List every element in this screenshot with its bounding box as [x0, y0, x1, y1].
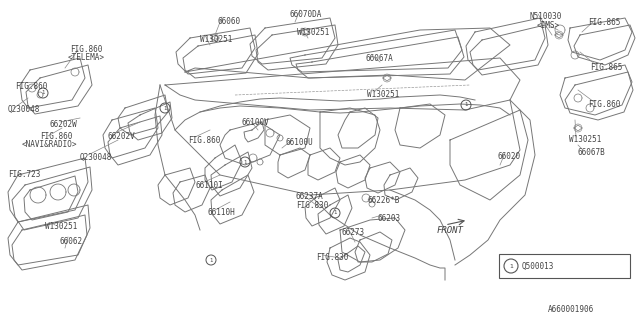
Text: FIG.865: FIG.865 — [590, 63, 622, 72]
Text: 66110H: 66110H — [208, 208, 236, 217]
Text: Q500013: Q500013 — [522, 261, 554, 270]
FancyBboxPatch shape — [499, 254, 630, 278]
Text: A660001906: A660001906 — [548, 305, 595, 314]
Text: N510030: N510030 — [530, 12, 563, 21]
Text: 1: 1 — [41, 91, 45, 95]
Text: 1: 1 — [333, 211, 337, 215]
Text: FIG.860: FIG.860 — [188, 136, 220, 145]
Text: 1: 1 — [509, 263, 513, 268]
Text: FIG.723: FIG.723 — [8, 170, 40, 179]
Text: 1: 1 — [464, 102, 468, 108]
Text: W130251: W130251 — [569, 135, 602, 144]
Text: FIG.860: FIG.860 — [588, 100, 620, 109]
Text: Q230048: Q230048 — [80, 153, 113, 162]
Text: FIG.860: FIG.860 — [15, 82, 47, 91]
Text: FRONT: FRONT — [437, 226, 464, 235]
Text: W130251: W130251 — [45, 222, 77, 231]
Text: 66062: 66062 — [60, 237, 83, 246]
Text: 1: 1 — [209, 258, 212, 262]
Text: FIG.860: FIG.860 — [70, 45, 102, 54]
Text: <TELEMA>: <TELEMA> — [68, 53, 105, 62]
Text: 66203: 66203 — [378, 214, 401, 223]
Text: FIG.830: FIG.830 — [316, 253, 348, 262]
Text: <NAVI&RADIO>: <NAVI&RADIO> — [22, 140, 77, 149]
Text: FIG.830: FIG.830 — [296, 201, 328, 210]
Text: 66067A: 66067A — [365, 54, 393, 63]
Text: W130251: W130251 — [367, 90, 399, 99]
Text: 66202W: 66202W — [50, 120, 77, 129]
Text: 66020: 66020 — [498, 152, 521, 161]
Text: FIG.860: FIG.860 — [40, 132, 72, 141]
Text: W130251: W130251 — [200, 35, 232, 44]
Text: 66100V: 66100V — [242, 118, 269, 127]
Text: 66110I: 66110I — [195, 181, 223, 190]
Text: 66060: 66060 — [218, 17, 241, 26]
Text: 66226*B: 66226*B — [368, 196, 401, 205]
Text: 66067B: 66067B — [577, 148, 605, 157]
Text: 66070DA: 66070DA — [290, 10, 323, 19]
Text: 66100U: 66100U — [285, 138, 313, 147]
Text: 66273: 66273 — [341, 228, 364, 237]
Text: 66237A: 66237A — [296, 192, 324, 201]
Text: Q230048: Q230048 — [8, 105, 40, 114]
Text: <IMS>: <IMS> — [537, 21, 560, 30]
Text: 1: 1 — [163, 106, 167, 110]
Text: 66202V: 66202V — [107, 132, 135, 141]
Text: 1: 1 — [243, 159, 247, 164]
Text: FIG.865: FIG.865 — [588, 18, 620, 27]
Text: W130251: W130251 — [297, 28, 330, 37]
